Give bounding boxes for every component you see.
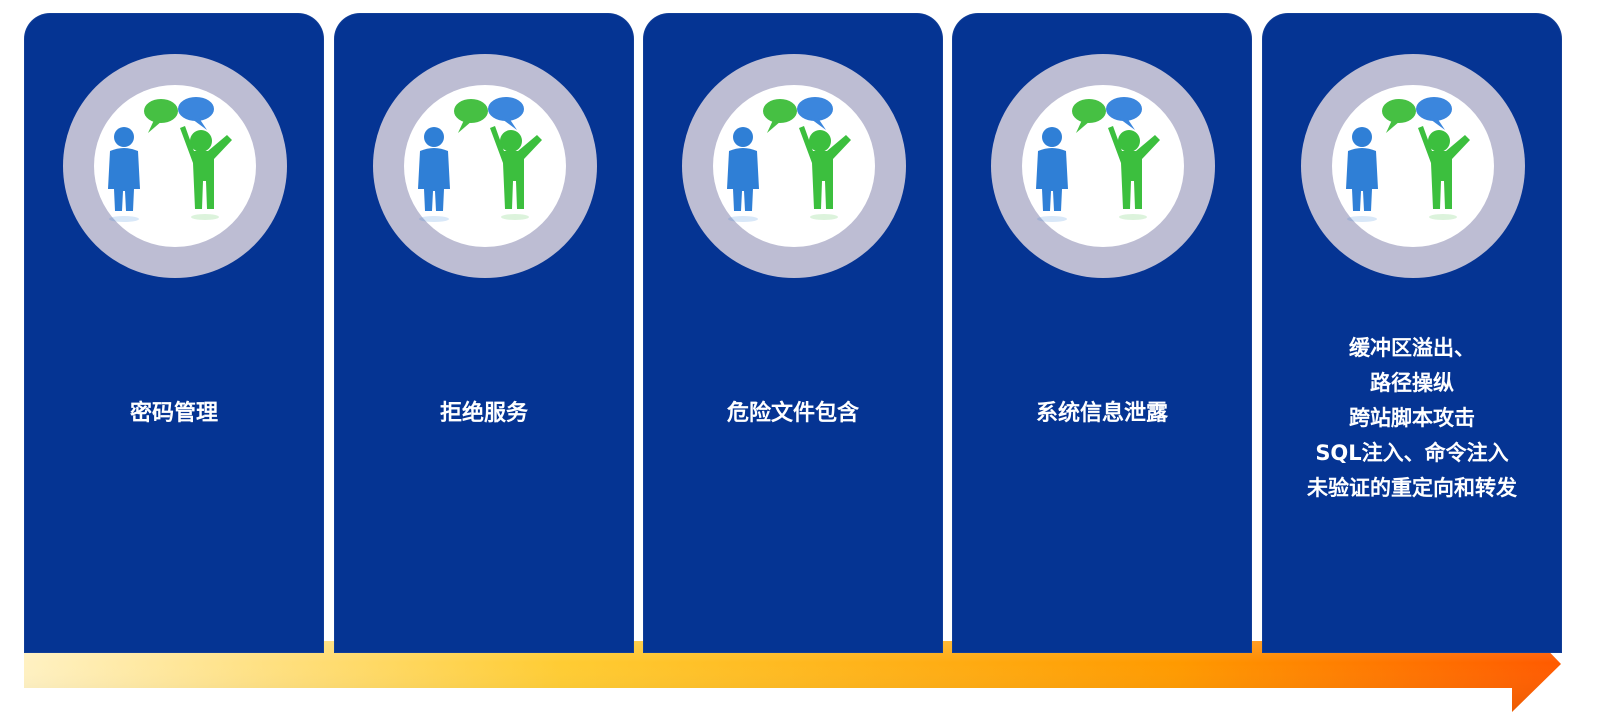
- stage-card-3: 危险文件包含: [643, 13, 943, 653]
- stage-label: 缓冲区溢出、 路径操纵 跨站脚本攻击 SQL注入、命令注入 未验证的重定向和转发: [1262, 331, 1562, 506]
- stage-label: 密码管理: [24, 400, 324, 428]
- stage-label-line: 缓冲区溢出、: [1262, 331, 1562, 366]
- two-people-conversation-icon: [990, 53, 1216, 279]
- two-people-conversation-icon: [62, 53, 288, 279]
- two-people-conversation-icon: [1300, 53, 1526, 279]
- stage-card-5: 缓冲区溢出、 路径操纵 跨站脚本攻击 SQL注入、命令注入 未验证的重定向和转发: [1262, 13, 1562, 653]
- two-people-conversation-icon: [681, 53, 907, 279]
- stage-label-line: 未验证的重定向和转发: [1262, 471, 1562, 506]
- stage-card-1: 密码管理: [24, 13, 324, 653]
- stage-label: 危险文件包含: [643, 400, 943, 428]
- stage-card-4: 系统信息泄露: [952, 13, 1252, 653]
- stage-label-line: 路径操纵: [1262, 366, 1562, 401]
- stage-label-line: SQL注入、命令注入: [1262, 436, 1562, 471]
- stage-label: 系统信息泄露: [952, 400, 1252, 428]
- stage-label-line: 跨站脚本攻击: [1262, 401, 1562, 436]
- two-people-conversation-icon: [372, 53, 598, 279]
- stage-label: 拒绝服务: [334, 400, 634, 428]
- stage-card-2: 拒绝服务: [334, 13, 634, 653]
